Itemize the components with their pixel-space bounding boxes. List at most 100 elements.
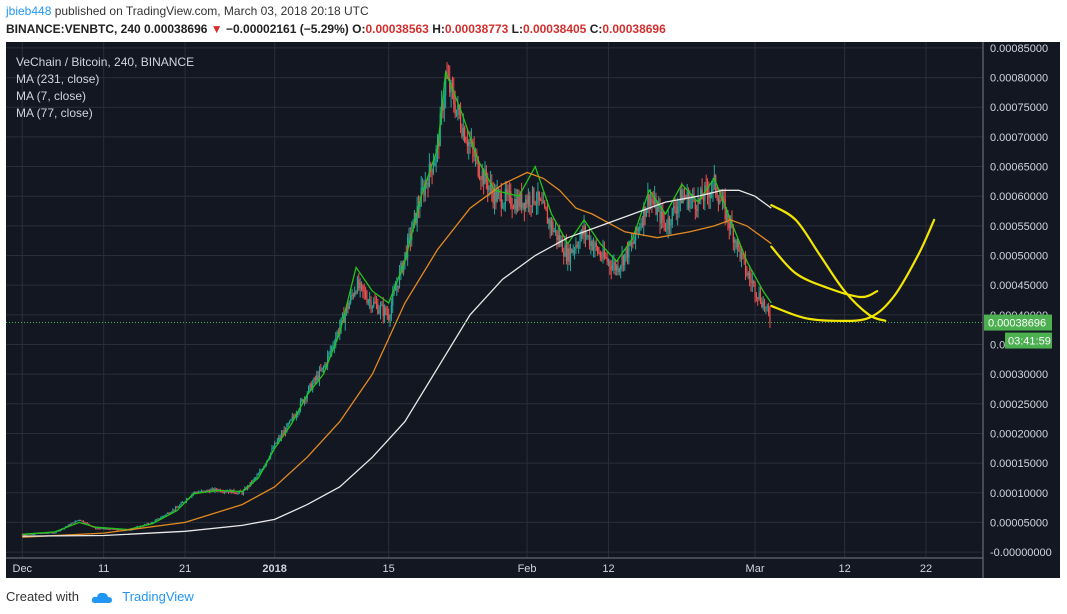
candle-body (705, 185, 707, 187)
candle-body (690, 197, 692, 200)
author-link[interactable]: jbieb448 (6, 4, 52, 18)
candle-body (257, 474, 259, 476)
y-tick-label: 0.00020000 (990, 428, 1048, 440)
candle-body (495, 190, 497, 202)
candle-body (432, 166, 435, 174)
candle-body (738, 240, 740, 248)
candle-body (157, 518, 159, 520)
candle-body (671, 208, 673, 225)
y-tick-label: 0.00050000 (990, 251, 1048, 263)
candle-body (590, 241, 592, 246)
candle-body (223, 491, 226, 493)
candle-body (84, 522, 86, 524)
candle-body (317, 375, 319, 381)
candle-body (484, 169, 486, 185)
candle-body (643, 206, 645, 226)
candle-body (527, 195, 530, 205)
candle-body (597, 247, 599, 253)
candle-body (641, 223, 644, 226)
price-change: −0.00002161 (−5.29%) (226, 22, 349, 36)
legend-ma-77[interactable]: MA (77, close) (16, 106, 93, 120)
candle-body (679, 189, 682, 202)
candle-body (462, 127, 464, 137)
candle-body (203, 490, 205, 492)
y-tick-label: -0.00000000 (990, 547, 1052, 559)
candle-body (67, 524, 70, 527)
candle-body (673, 206, 675, 209)
candle-body (683, 195, 686, 198)
candle-body (373, 301, 375, 307)
candle-body (449, 78, 451, 93)
candle-body (347, 305, 349, 309)
candle-body (146, 523, 148, 525)
candle-body (287, 423, 289, 425)
legend-title: VeChain / Bitcoin, 240, BINANCE (16, 55, 195, 69)
candle-body (763, 301, 766, 309)
candle-body (580, 230, 582, 238)
candle-body (439, 113, 441, 147)
candle-body (434, 161, 436, 167)
candle-body (276, 440, 278, 444)
candle-body (206, 490, 208, 493)
series-ma7-line (22, 71, 772, 535)
chart-panel[interactable]: 0.00085000 0.00080000 0.00075000 0.00070000… (6, 42, 1060, 578)
candle-body (435, 148, 437, 162)
candle-body (82, 520, 84, 523)
candle-body (702, 199, 705, 201)
candle-body (728, 222, 730, 228)
candle-body (32, 534, 34, 536)
candle-body (377, 304, 379, 314)
candle-body (687, 191, 690, 209)
candle-body (151, 522, 154, 524)
candle-body (451, 82, 454, 91)
candle-body (274, 442, 276, 448)
candle-body (468, 142, 470, 147)
candle-body (630, 242, 633, 246)
candle-body (677, 206, 679, 214)
candle-body (78, 519, 80, 521)
candle-body (398, 271, 401, 287)
candle-body (675, 210, 677, 214)
candle-body (644, 206, 646, 217)
candle-body (419, 205, 421, 209)
high-value: 0.00038773 (444, 22, 509, 36)
candle-body (394, 289, 397, 291)
candle-body (96, 528, 98, 530)
candle-body (561, 239, 563, 253)
x-tick-label: 21 (179, 563, 191, 575)
candle-body (455, 109, 458, 115)
candle-body (599, 253, 601, 258)
candle-body (662, 211, 664, 221)
candle-body (86, 522, 89, 524)
low-label: L: (511, 22, 523, 36)
candle-body (280, 433, 283, 439)
legend-ma-7[interactable]: MA (7, close) (16, 89, 87, 103)
candle-body (666, 229, 668, 231)
candle-body (80, 519, 82, 521)
candle-body (658, 206, 660, 208)
candle-body (531, 187, 534, 206)
candle-body (522, 202, 524, 208)
candle-body (363, 290, 365, 292)
legend-ma-231[interactable]: MA (231, close) (16, 72, 100, 86)
candle-body (572, 249, 574, 253)
candle-body (700, 189, 702, 200)
chart-legend: VeChain / Bitcoin, 240, BINANCE MA (231,… (16, 54, 194, 122)
candle-body (367, 300, 369, 303)
tradingview-link[interactable]: TradingView (122, 589, 194, 604)
candle-body (438, 141, 440, 147)
candle-body (553, 231, 555, 233)
candle-body (213, 488, 215, 492)
candle-body (450, 82, 452, 93)
candle-body (165, 514, 167, 516)
candle-body (69, 524, 71, 526)
candle-body (169, 512, 171, 514)
candle-body (320, 369, 322, 371)
price-chart[interactable]: 0.00085000 0.00080000 0.00075000 0.00070000… (6, 42, 1060, 578)
candle-body (445, 74, 447, 96)
candle-body (719, 200, 721, 204)
ma-lines (22, 71, 772, 538)
candle-body (162, 515, 165, 517)
candle-body (115, 528, 117, 530)
candle-body (225, 491, 227, 493)
